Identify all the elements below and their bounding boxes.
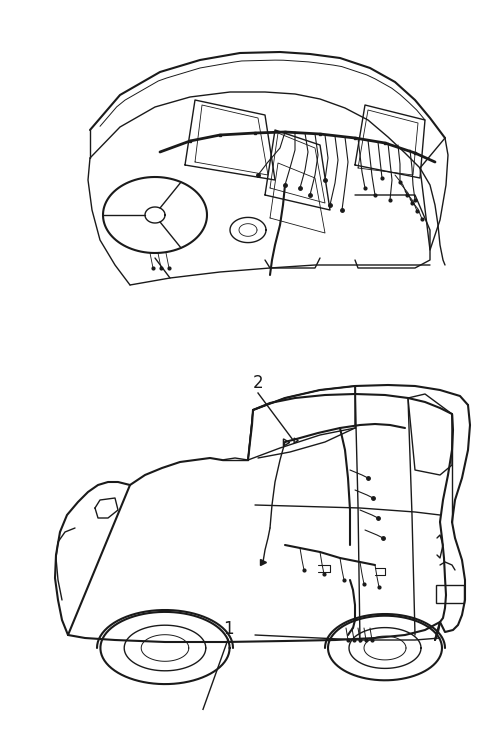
Text: 2: 2 <box>252 374 264 392</box>
Text: 1: 1 <box>223 620 233 638</box>
Bar <box>436 585 464 603</box>
